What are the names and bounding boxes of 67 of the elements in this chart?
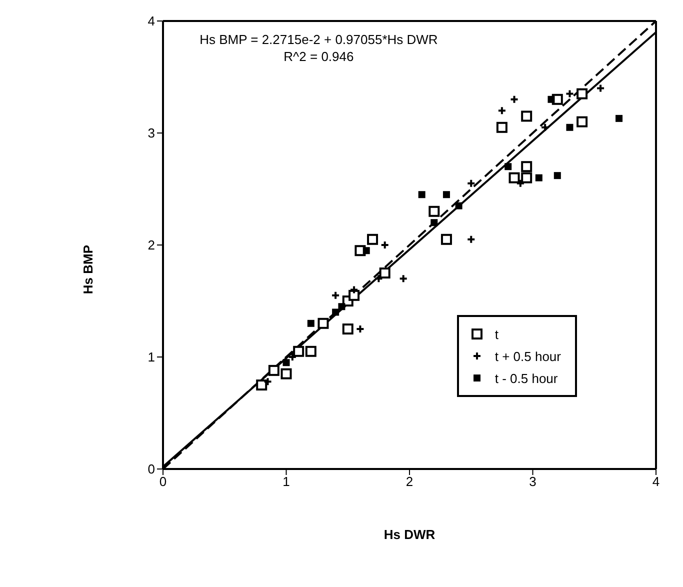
point xyxy=(548,96,555,103)
y-tick-label: 3 xyxy=(148,126,155,141)
x-tick-label: 4 xyxy=(652,474,660,490)
point xyxy=(288,352,297,362)
y-tick-label: 2 xyxy=(148,238,155,253)
y-axis-title: Hs BMP xyxy=(80,244,96,294)
legend-label: t + 0.5 hour xyxy=(494,348,561,364)
point xyxy=(379,268,390,278)
point xyxy=(466,234,476,244)
point xyxy=(521,172,532,184)
point xyxy=(508,172,520,184)
point xyxy=(496,122,508,133)
point xyxy=(331,290,340,300)
point xyxy=(566,124,574,131)
annotation: R^2 = 0.946 xyxy=(282,49,355,64)
y-tick-label: 1 xyxy=(148,350,155,365)
x-axis-title: Hs DWR xyxy=(384,527,436,542)
point xyxy=(338,303,346,310)
point xyxy=(256,380,268,390)
point xyxy=(516,178,525,188)
point xyxy=(356,324,365,334)
point xyxy=(263,377,272,386)
y-tick-label: 0 xyxy=(148,462,155,477)
point xyxy=(430,219,438,226)
point xyxy=(540,122,550,132)
point xyxy=(510,94,519,104)
point xyxy=(374,274,384,284)
point xyxy=(280,368,292,380)
point xyxy=(440,234,452,245)
point xyxy=(428,206,440,217)
point xyxy=(418,191,426,198)
point xyxy=(504,163,512,170)
point xyxy=(350,285,359,294)
legend-label: t xyxy=(494,326,498,342)
point xyxy=(565,89,574,98)
point xyxy=(616,114,623,122)
point xyxy=(268,364,280,376)
point xyxy=(554,172,561,180)
point xyxy=(535,174,542,182)
x-tick-label: 3 xyxy=(529,474,536,490)
point xyxy=(282,359,290,366)
point xyxy=(318,318,329,329)
point xyxy=(521,161,532,172)
x-tick-label: 2 xyxy=(406,474,414,490)
x-tick-label: 1 xyxy=(282,474,290,490)
point xyxy=(398,274,408,284)
point xyxy=(348,290,360,301)
point xyxy=(466,178,476,188)
point xyxy=(521,110,532,122)
point xyxy=(576,88,588,100)
point xyxy=(576,116,588,128)
annotation: Hs BMP = 2.2715e-2 + 0.97055*Hs DWR xyxy=(198,32,439,47)
point xyxy=(342,324,354,334)
point xyxy=(367,234,378,245)
point xyxy=(380,240,390,250)
y-tick-label: 4 xyxy=(148,14,155,29)
point xyxy=(362,247,370,254)
point xyxy=(442,191,450,198)
point xyxy=(305,346,316,357)
point xyxy=(455,202,462,210)
legend-label: t - 0.5 hour xyxy=(494,370,558,386)
point xyxy=(332,308,340,316)
point xyxy=(596,84,606,93)
point xyxy=(293,346,304,357)
x-tick-label: 0 xyxy=(159,474,167,490)
point xyxy=(497,106,506,116)
point xyxy=(307,320,314,327)
